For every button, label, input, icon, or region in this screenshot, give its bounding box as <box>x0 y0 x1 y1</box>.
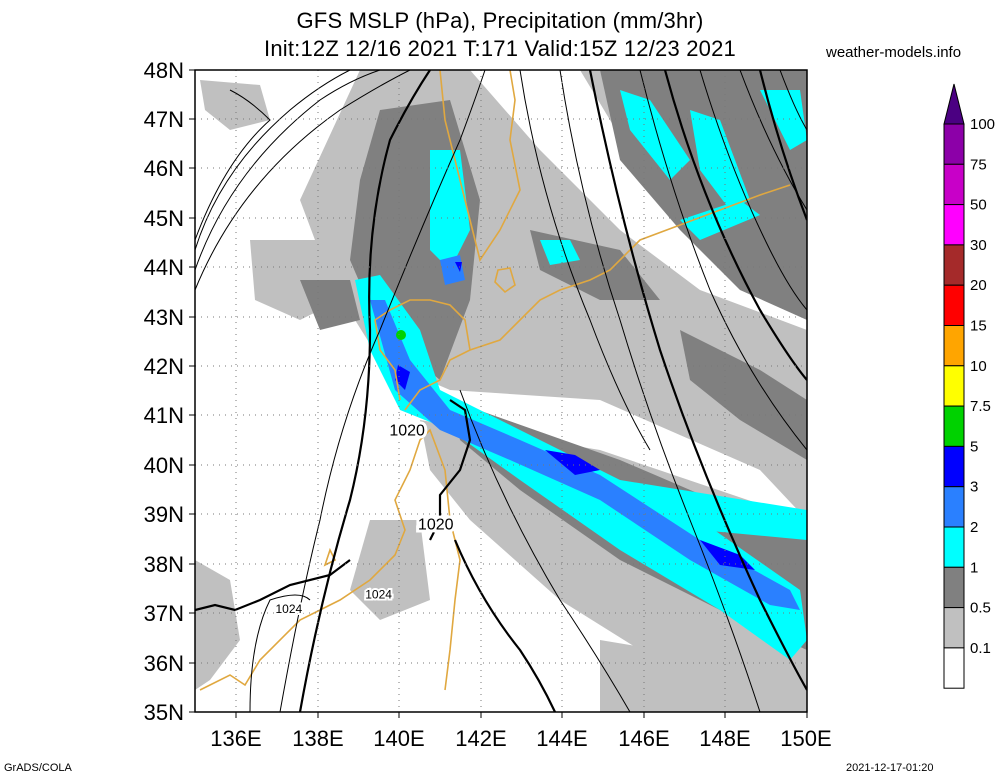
legend-label: 15 <box>970 318 987 335</box>
lon-label-146e: 146E <box>618 726 669 751</box>
isobar-label: 1020 <box>389 422 425 439</box>
footer-timestamp: 2021-12-17-01:20 <box>846 762 934 774</box>
lat-label-44n: 44N <box>144 255 184 280</box>
lat-label-37n: 37N <box>144 601 184 626</box>
precipitation-field <box>195 70 807 712</box>
lat-label-35n: 35N <box>144 700 184 725</box>
legend-swatch <box>943 526 965 568</box>
legend-label: 5 <box>970 438 978 455</box>
legend-swatch <box>943 123 965 165</box>
legend-label: 3 <box>970 479 978 496</box>
lon-label-140e: 140E <box>373 726 424 751</box>
legend-swatch <box>943 607 965 649</box>
legend-label: 7.5 <box>970 398 991 415</box>
isobar-label: 1024 <box>365 587 392 601</box>
legend-label: 100 <box>970 116 995 133</box>
legend-label: 2 <box>970 519 978 536</box>
lat-label-42n: 42N <box>144 354 184 379</box>
lon-label-144e: 144E <box>536 726 587 751</box>
legend-label: 0.5 <box>970 600 991 617</box>
lon-label-148e: 148E <box>699 726 750 751</box>
lon-label-142e: 142E <box>455 726 506 751</box>
title-line-2: Init:12Z 12/16 2021 T:171 Valid:15Z 12/2… <box>264 36 736 61</box>
lat-label-38n: 38N <box>144 552 184 577</box>
isobar-label: 1020 <box>418 516 454 533</box>
lat-label-41n: 41N <box>144 403 184 428</box>
lat-label-43n: 43N <box>144 305 184 330</box>
legend-swatch <box>943 647 965 689</box>
legend-label: 20 <box>970 277 987 294</box>
legend-swatch <box>943 405 965 447</box>
legend-swatch <box>943 244 965 286</box>
site-credit: weather-models.info <box>826 44 962 61</box>
footer-credit: GrADS/COLA <box>4 762 72 774</box>
precip-legend: 100 75 50 30 20 15 10 7.5 5 3 2 1 0.5 0.1 <box>943 83 995 689</box>
lon-label-136e: 136E <box>210 726 261 751</box>
legend-swatch <box>943 486 965 528</box>
legend-label: 1 <box>970 559 978 576</box>
plot-frame <box>194 69 808 713</box>
legend-top-arrow <box>943 83 965 125</box>
legend-label: 30 <box>970 237 987 254</box>
legend-label: 10 <box>970 358 987 375</box>
legend-swatch <box>943 204 965 246</box>
legend-swatch <box>943 566 965 609</box>
legend-label: 75 <box>970 156 987 173</box>
isobar-label: 1024 <box>275 602 302 616</box>
title-line-1: GFS MSLP (hPa), Precipitation (mm/3hr) <box>296 8 704 33</box>
legend-swatch <box>943 284 965 327</box>
lat-label-39n: 39N <box>144 502 184 527</box>
lon-label-150e: 150E <box>780 726 831 751</box>
legend-swatch <box>943 325 965 367</box>
lat-label-40n: 40N <box>144 453 184 478</box>
legend-label: 0.1 <box>970 640 991 657</box>
legend-swatch <box>943 365 965 407</box>
lat-label-47n: 47N <box>144 107 184 132</box>
lat-label-46n: 46N <box>144 156 184 181</box>
legend-swatch <box>943 163 965 206</box>
legend-label: 50 <box>970 197 987 214</box>
isobar-labels: 1020 1020 1024 1024 <box>273 419 456 618</box>
lon-label-138e: 138E <box>292 726 343 751</box>
lat-label-45n: 45N <box>144 206 184 231</box>
lat-label-48n: 48N <box>144 58 184 83</box>
lat-label-36n: 36N <box>144 651 184 676</box>
legend-swatch <box>943 445 965 488</box>
